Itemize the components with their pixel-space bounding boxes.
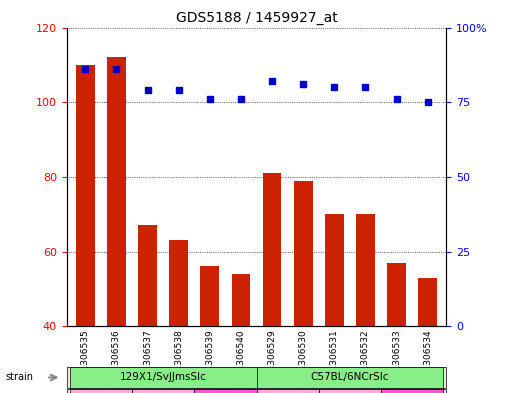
Bar (387, 263, 406, 326)
Text: 129X1/SvJJmsSlc: 129X1/SvJJmsSlc (120, 373, 207, 382)
Point (237, 96, 245, 102)
Title: GDS5188 / 1459927_at: GDS5188 / 1459927_at (175, 11, 338, 25)
Point (299, 81, 307, 87)
Point (361, 84, 369, 90)
Bar (107, 57, 126, 326)
Bar (201, 266, 219, 326)
Bar (356, 214, 374, 326)
Point (424, 99, 432, 105)
Point (174, 87, 183, 94)
Bar (325, 214, 344, 326)
Point (268, 78, 276, 84)
Text: C57BL/6NCrSlc: C57BL/6NCrSlc (310, 373, 389, 382)
Bar (231, 274, 250, 326)
Point (112, 66, 121, 72)
Bar (294, 180, 312, 326)
Point (206, 96, 214, 102)
Bar (139, 225, 157, 326)
Bar (263, 173, 282, 326)
Point (144, 87, 152, 94)
Point (81, 66, 89, 72)
Bar (76, 65, 95, 326)
Point (392, 96, 401, 102)
Point (330, 84, 339, 90)
Bar (418, 277, 437, 326)
Bar (169, 240, 188, 326)
Text: strain: strain (5, 373, 33, 382)
